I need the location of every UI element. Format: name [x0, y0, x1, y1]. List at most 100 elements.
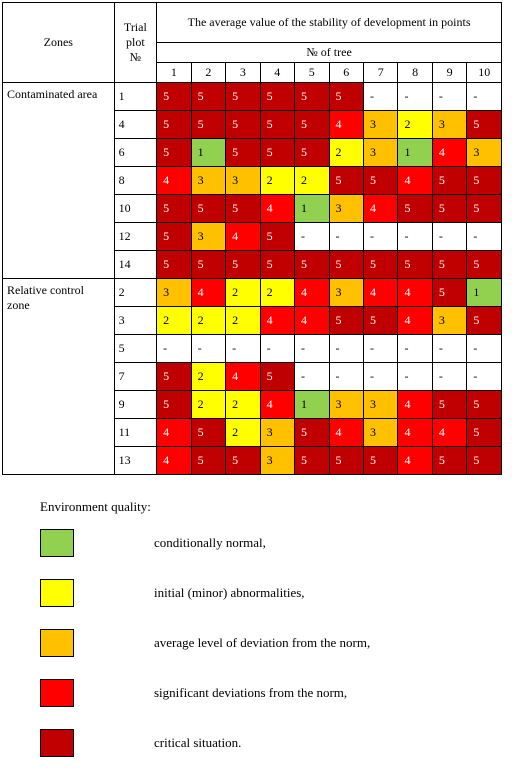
plot-number: 10 [114, 195, 157, 223]
header-plot-no: № [116, 50, 156, 65]
value-cell: 5 [226, 139, 260, 167]
value-cell: 5 [329, 307, 363, 335]
value-cell: 3 [329, 195, 363, 223]
value-cell: - [191, 335, 225, 363]
plot-number: 7 [114, 363, 157, 391]
value-cell: 2 [329, 139, 363, 167]
value-cell: 5 [260, 111, 294, 139]
value-cell: 4 [157, 167, 191, 195]
value-cell: - [398, 363, 432, 391]
plot-number: 4 [114, 111, 157, 139]
header-zones: Zones [3, 3, 115, 83]
value-cell: 4 [432, 419, 466, 447]
value-cell: 1 [398, 139, 432, 167]
plot-number: 1 [114, 83, 157, 111]
plot-number: 13 [114, 447, 157, 475]
value-cell: 5 [295, 83, 329, 111]
value-cell: 2 [226, 307, 260, 335]
value-cell: - [398, 223, 432, 251]
value-cell: 5 [467, 419, 502, 447]
value-cell: - [329, 363, 363, 391]
value-cell: 5 [260, 139, 294, 167]
value-cell: 3 [191, 167, 225, 195]
header-trial-plot: Trial plot № [114, 3, 157, 83]
value-cell: 5 [467, 195, 502, 223]
value-cell: 5 [260, 223, 294, 251]
value-cell: - [295, 363, 329, 391]
value-cell: 5 [329, 167, 363, 195]
value-cell: 5 [295, 111, 329, 139]
value-cell: 5 [295, 251, 329, 279]
header-tree-col-9: 9 [432, 63, 466, 83]
value-cell: 3 [329, 391, 363, 419]
value-cell: 1 [467, 279, 502, 307]
value-cell: 2 [226, 391, 260, 419]
header-tree-col-6: 6 [329, 63, 363, 83]
value-cell: 3 [467, 139, 502, 167]
value-cell: 2 [191, 363, 225, 391]
value-cell: 2 [157, 307, 191, 335]
value-cell: 5 [432, 251, 466, 279]
value-cell: - [467, 83, 502, 111]
value-cell: 5 [295, 419, 329, 447]
value-cell: 5 [157, 139, 191, 167]
legend-row: conditionally normal, [40, 529, 513, 557]
value-cell: - [363, 335, 397, 363]
value-cell: 2 [398, 111, 432, 139]
header-tree-col-1: 1 [157, 63, 191, 83]
value-cell: 5 [467, 447, 502, 475]
value-cell: 4 [329, 419, 363, 447]
header-tree-col-10: 10 [467, 63, 502, 83]
value-cell: - [329, 223, 363, 251]
legend-label: initial (minor) abnormalities, [154, 585, 305, 601]
value-cell: 3 [191, 223, 225, 251]
plot-number: 14 [114, 251, 157, 279]
value-cell: 5 [432, 195, 466, 223]
value-cell: 1 [295, 391, 329, 419]
value-cell: 5 [398, 195, 432, 223]
plot-number: 8 [114, 167, 157, 195]
value-cell: 5 [226, 195, 260, 223]
value-cell: 1 [295, 195, 329, 223]
value-cell: 5 [191, 447, 225, 475]
plot-number: 2 [114, 279, 157, 307]
value-cell: 5 [467, 111, 502, 139]
table-body: Contaminated area1555555----455555432356… [3, 83, 502, 475]
legend-row: initial (minor) abnormalities, [40, 579, 513, 607]
value-cell: - [226, 335, 260, 363]
value-cell: 3 [363, 419, 397, 447]
legend-swatch [40, 679, 74, 707]
value-cell: 4 [260, 307, 294, 335]
legend: Environment quality: conditionally norma… [40, 499, 513, 757]
value-cell: 1 [191, 139, 225, 167]
stability-table: Zones Trial plot № The average value of … [2, 2, 502, 475]
value-cell: 5 [157, 251, 191, 279]
value-cell: 5 [226, 447, 260, 475]
value-cell: 5 [432, 167, 466, 195]
value-cell: 5 [295, 139, 329, 167]
value-cell: 5 [467, 307, 502, 335]
value-cell: 2 [295, 167, 329, 195]
value-cell: 4 [260, 391, 294, 419]
value-cell: 2 [191, 307, 225, 335]
value-cell: 5 [157, 83, 191, 111]
legend-swatch [40, 729, 74, 757]
value-cell: - [398, 83, 432, 111]
value-cell: 5 [157, 195, 191, 223]
value-cell: 5 [467, 391, 502, 419]
legend-label: critical situation. [154, 735, 241, 751]
value-cell: 5 [191, 195, 225, 223]
legend-label: significant deviations from the norm, [154, 685, 347, 701]
legend-row: significant deviations from the norm, [40, 679, 513, 707]
header-tree-col-8: 8 [398, 63, 432, 83]
value-cell: - [157, 335, 191, 363]
value-cell: 4 [398, 307, 432, 335]
value-cell: - [467, 363, 502, 391]
value-cell: - [363, 223, 397, 251]
value-cell: 5 [260, 83, 294, 111]
value-cell: 5 [157, 363, 191, 391]
value-cell: 4 [398, 419, 432, 447]
legend-row: average level of deviation from the norm… [40, 629, 513, 657]
value-cell: 4 [398, 447, 432, 475]
plot-number: 9 [114, 391, 157, 419]
